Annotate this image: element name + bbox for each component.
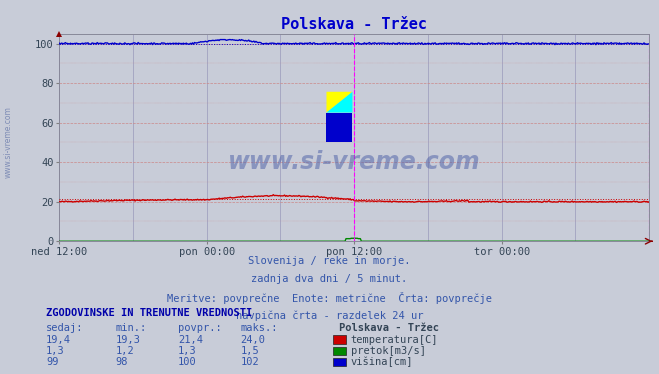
Text: povpr.:: povpr.: <box>178 323 221 333</box>
Text: sedaj:: sedaj: <box>46 323 84 333</box>
Text: 1,2: 1,2 <box>115 346 134 356</box>
Text: maks.:: maks.: <box>241 323 278 333</box>
Polygon shape <box>326 92 353 113</box>
Text: zadnja dva dni / 5 minut.: zadnja dva dni / 5 minut. <box>251 274 408 284</box>
Text: Slovenija / reke in morje.: Slovenija / reke in morje. <box>248 256 411 266</box>
Text: 100: 100 <box>178 358 196 367</box>
Text: www.si-vreme.com: www.si-vreme.com <box>4 106 13 178</box>
Text: www.si-vreme.com: www.si-vreme.com <box>228 150 480 174</box>
Text: 102: 102 <box>241 358 259 367</box>
Text: 1,5: 1,5 <box>241 346 259 356</box>
Text: 19,4: 19,4 <box>46 335 71 345</box>
Text: min.:: min.: <box>115 323 146 333</box>
Text: 1,3: 1,3 <box>178 346 196 356</box>
Text: navpična črta - razdelek 24 ur: navpična črta - razdelek 24 ur <box>236 310 423 321</box>
Title: Polskava - Tržec: Polskava - Tržec <box>281 18 427 33</box>
Text: temperatura[C]: temperatura[C] <box>351 335 438 345</box>
Text: 21,4: 21,4 <box>178 335 203 345</box>
Text: Meritve: povprečne  Enote: metrične  Črta: povprečje: Meritve: povprečne Enote: metrične Črta:… <box>167 292 492 304</box>
Text: 99: 99 <box>46 358 59 367</box>
Text: višina[cm]: višina[cm] <box>351 357 413 367</box>
Text: Polskava - Tržec: Polskava - Tržec <box>339 323 440 333</box>
Polygon shape <box>326 92 353 113</box>
Text: ZGODOVINSKE IN TRENUTNE VREDNOSTI: ZGODOVINSKE IN TRENUTNE VREDNOSTI <box>46 308 252 318</box>
Text: pretok[m3/s]: pretok[m3/s] <box>351 346 426 356</box>
Polygon shape <box>326 113 353 142</box>
Text: 1,3: 1,3 <box>46 346 65 356</box>
Text: 98: 98 <box>115 358 128 367</box>
Text: 24,0: 24,0 <box>241 335 266 345</box>
Text: 19,3: 19,3 <box>115 335 140 345</box>
